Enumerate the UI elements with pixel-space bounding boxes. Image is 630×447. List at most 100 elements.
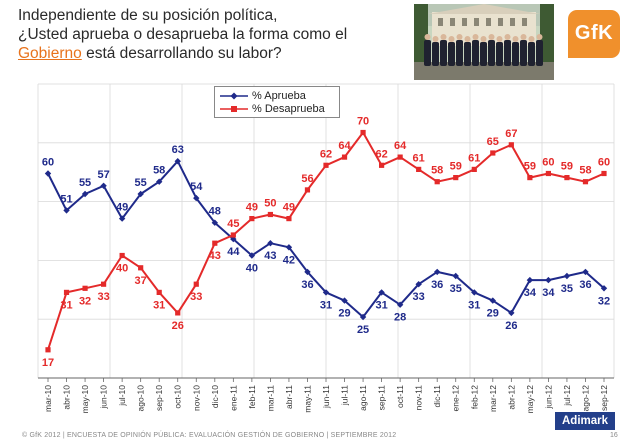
marker-desaprueba bbox=[434, 179, 440, 185]
x-tick-label: ago-12 bbox=[580, 385, 590, 412]
data-label-aprueba: 25 bbox=[357, 324, 369, 336]
marker-aprueba bbox=[452, 272, 459, 280]
marker-desaprueba bbox=[175, 310, 181, 316]
chart-grid bbox=[37, 83, 615, 379]
data-label-desaprueba: 33 bbox=[97, 291, 109, 303]
title-line-3-rest: está desarrollando su labor? bbox=[81, 45, 282, 62]
data-label-aprueba: 31 bbox=[468, 299, 480, 311]
gobierno-link[interactable]: Gobierno bbox=[18, 45, 82, 62]
x-tick-label: jun-11 bbox=[321, 385, 331, 409]
x-tick-label: mar-11 bbox=[265, 385, 275, 412]
marker-aprueba bbox=[545, 276, 552, 284]
data-label-aprueba: 48 bbox=[209, 206, 221, 218]
marker-desaprueba bbox=[564, 175, 570, 181]
data-label-desaprueba: 60 bbox=[542, 157, 554, 169]
data-label-aprueba: 32 bbox=[598, 295, 610, 307]
data-label-aprueba: 54 bbox=[190, 181, 203, 193]
marker-aprueba bbox=[471, 289, 478, 296]
data-label-desaprueba: 17 bbox=[42, 357, 54, 369]
data-label-aprueba: 31 bbox=[375, 299, 387, 311]
marker-aprueba bbox=[415, 281, 422, 288]
data-label-desaprueba: 31 bbox=[153, 299, 165, 311]
data-label-desaprueba: 59 bbox=[450, 161, 462, 173]
marker-aprueba bbox=[600, 285, 608, 292]
data-label-desaprueba: 67 bbox=[505, 128, 517, 140]
legend-label-desaprueba: % Desaprueba bbox=[252, 102, 325, 115]
data-label-aprueba: 49 bbox=[116, 202, 128, 214]
data-label-desaprueba: 50 bbox=[264, 198, 276, 210]
data-label-desaprueba: 61 bbox=[413, 152, 425, 164]
x-tick-label: may-10 bbox=[80, 385, 90, 414]
series-markers bbox=[44, 129, 608, 353]
marker-desaprueba bbox=[490, 150, 496, 156]
marker-aprueba bbox=[582, 268, 589, 276]
x-tick-label: may-12 bbox=[525, 385, 535, 414]
x-tick-label: sep-10 bbox=[154, 385, 164, 411]
marker-aprueba bbox=[211, 219, 218, 226]
gfk-logo: GfK bbox=[568, 10, 620, 58]
marker-desaprueba bbox=[119, 252, 125, 259]
marker-desaprueba bbox=[212, 240, 218, 246]
marker-aprueba bbox=[100, 182, 107, 189]
x-axis: mar-10 abr-10 may-10 jun-10 jul-10 ago-10 sep-… bbox=[38, 377, 614, 414]
x-tick-label: jun-10 bbox=[99, 385, 109, 410]
x-tick-label: may-11 bbox=[302, 385, 312, 413]
marker-desaprueba bbox=[45, 347, 51, 353]
government-photo-image bbox=[414, 4, 554, 80]
marker-aprueba bbox=[44, 170, 52, 177]
data-label-desaprueba: 49 bbox=[283, 202, 295, 214]
data-label-desaprueba: 58 bbox=[431, 165, 443, 177]
data-label-desaprueba: 26 bbox=[172, 320, 184, 332]
data-label-desaprueba: 62 bbox=[375, 148, 387, 160]
title-line-3: Gobierno está desarrollando su labor? bbox=[18, 44, 398, 63]
legend-item-aprueba: % Aprueba bbox=[219, 89, 306, 102]
government-photo bbox=[414, 4, 554, 80]
title-line-1: Independiente de su posición política, bbox=[18, 7, 278, 24]
data-label-desaprueba: 31 bbox=[60, 299, 72, 311]
marker-desaprueba bbox=[156, 289, 162, 295]
marker-aprueba bbox=[285, 244, 293, 251]
marker-aprueba bbox=[156, 178, 163, 185]
legend-label-aprueba: % Aprueba bbox=[252, 89, 306, 102]
x-tick-label: dic-10 bbox=[210, 385, 220, 408]
x-tick-label: jul-11 bbox=[340, 385, 350, 406]
x-tick-label: abr-11 bbox=[284, 385, 294, 409]
data-label-desaprueba: 60 bbox=[598, 157, 610, 169]
x-tick-label: ene-11 bbox=[228, 385, 238, 411]
data-label-desaprueba: 32 bbox=[79, 295, 91, 307]
x-tick-label: dic-11 bbox=[432, 385, 442, 408]
x-tick-label: ago-10 bbox=[136, 385, 146, 412]
marker-desaprueba bbox=[527, 175, 533, 181]
marker-aprueba bbox=[341, 297, 348, 304]
marker-desaprueba bbox=[397, 154, 403, 160]
marker-desaprueba bbox=[230, 232, 236, 238]
marker-aprueba bbox=[81, 190, 89, 198]
data-label-desaprueba: 70 bbox=[357, 116, 369, 128]
data-label-desaprueba: 58 bbox=[579, 165, 591, 177]
data-label-aprueba: 36 bbox=[301, 279, 313, 291]
x-tick-label: jun-12 bbox=[543, 385, 553, 410]
marker-desaprueba bbox=[286, 216, 292, 222]
data-label-aprueba: 51 bbox=[60, 193, 72, 205]
x-tick-label: ago-11 bbox=[358, 385, 368, 411]
marker-aprueba bbox=[322, 289, 330, 296]
question-title: Independiente de su posición política, ¿… bbox=[18, 6, 398, 63]
marker-aprueba bbox=[359, 313, 367, 321]
x-tick-label: ene-12 bbox=[451, 385, 461, 412]
data-label-aprueba: 26 bbox=[505, 320, 517, 332]
page-number: 16 bbox=[610, 432, 618, 439]
x-tick-label: jul-10 bbox=[117, 385, 127, 407]
data-label-aprueba: 34 bbox=[542, 287, 555, 299]
data-label-aprueba: 42 bbox=[283, 254, 295, 266]
x-tick-label: feb-11 bbox=[247, 385, 257, 409]
data-label-aprueba: 29 bbox=[338, 308, 350, 320]
data-label-aprueba: 58 bbox=[153, 165, 165, 177]
data-label-desaprueba: 45 bbox=[227, 218, 239, 230]
data-label-desaprueba: 59 bbox=[524, 161, 536, 173]
marker-desaprueba bbox=[82, 285, 88, 291]
data-label-aprueba: 63 bbox=[172, 144, 184, 156]
data-label-desaprueba: 61 bbox=[468, 152, 480, 164]
x-tick-label: nov-11 bbox=[414, 385, 424, 411]
marker-desaprueba bbox=[193, 281, 199, 287]
